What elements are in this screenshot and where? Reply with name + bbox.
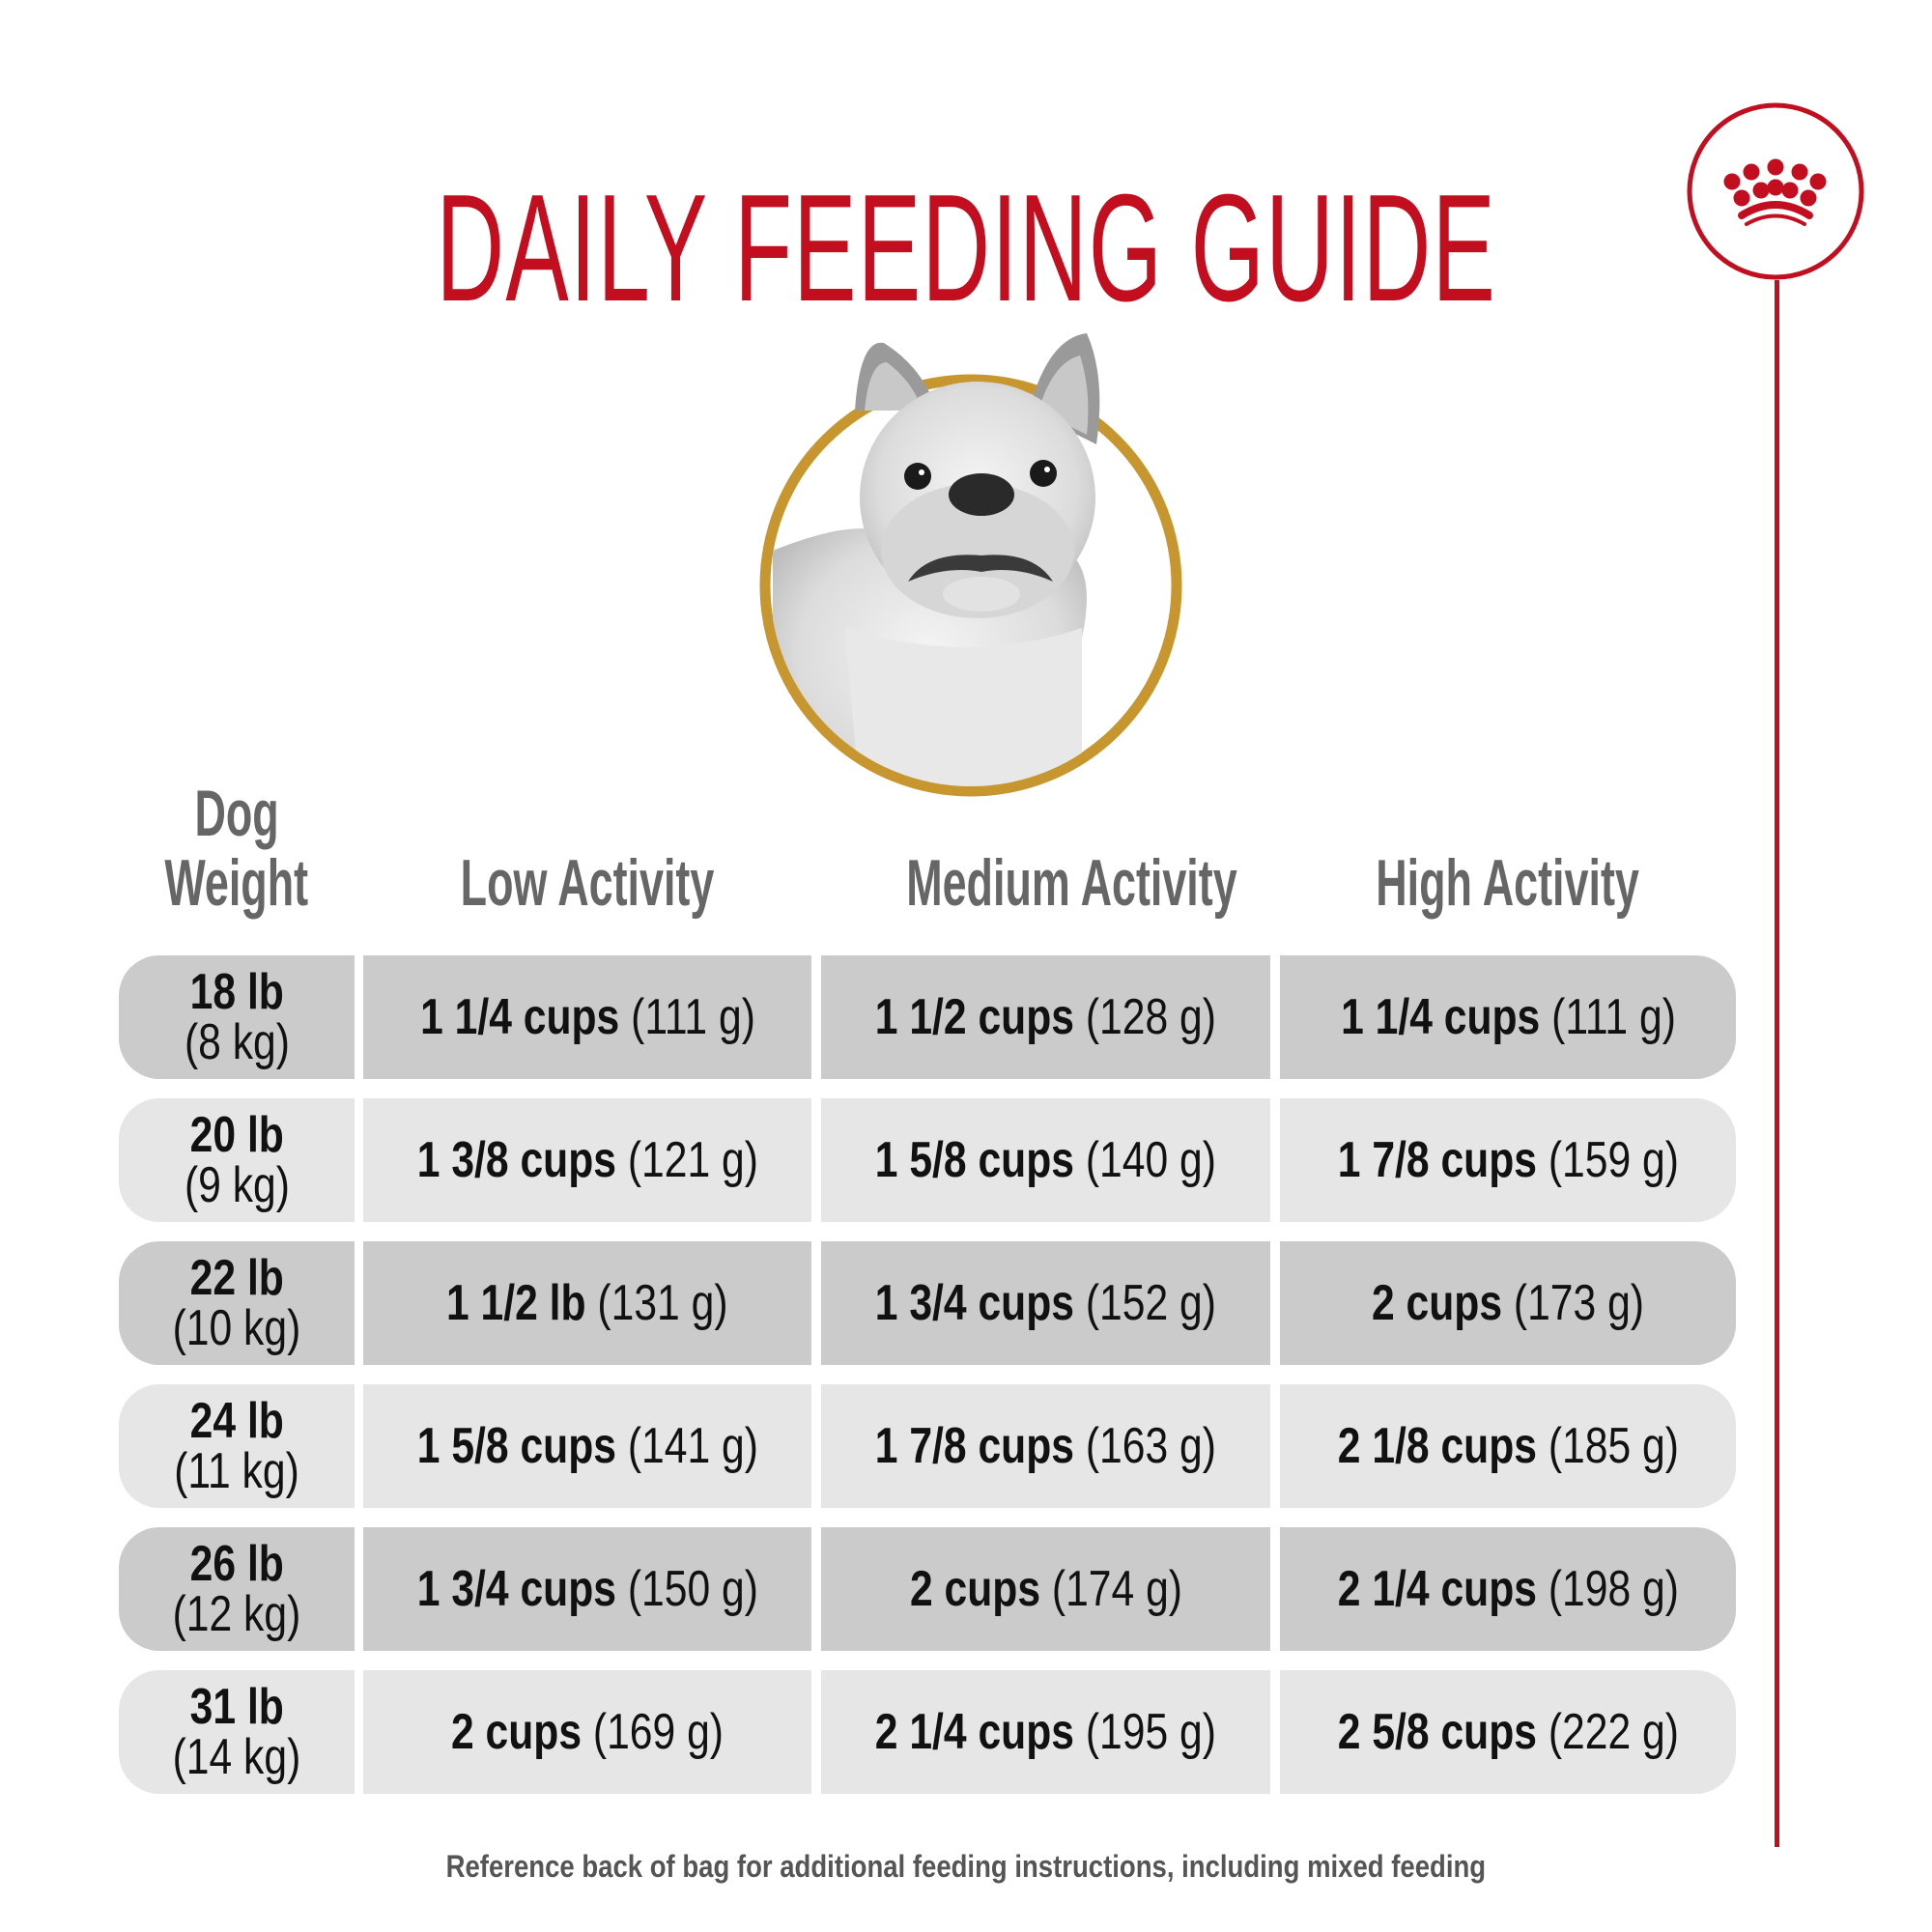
high-activity-cell: 2 cups (173 g) bbox=[1280, 1241, 1736, 1365]
weight-cell: 22 lb (10 kg) bbox=[119, 1241, 355, 1365]
weight-cell: 31 lb (14 kg) bbox=[119, 1670, 355, 1794]
amount-grams: (173 g) bbox=[1513, 1275, 1645, 1331]
amount-cups: 2 cups bbox=[909, 1561, 1040, 1617]
low-activity-cell: 1 3/8 cups (121 g) bbox=[363, 1098, 811, 1222]
table-row: 18 lb (8 kg) 1 1/4 cups (111 g) 1 1/2 cu… bbox=[119, 955, 1736, 1079]
table-row: 31 lb (14 kg) 2 cups (169 g) 2 1/4 cups … bbox=[119, 1670, 1736, 1794]
table-row: 22 lb (10 kg) 1 1/2 lb (131 g) 1 3/4 cup… bbox=[119, 1241, 1736, 1365]
amount-cups: 1 3/8 cups bbox=[416, 1132, 616, 1188]
amount-grams: (195 g) bbox=[1085, 1704, 1217, 1760]
high-activity-cell: 1 7/8 cups (159 g) bbox=[1280, 1098, 1736, 1222]
amount-grams: (140 g) bbox=[1085, 1132, 1217, 1188]
amount-grams: (169 g) bbox=[592, 1704, 724, 1760]
medium-activity-cell: 1 5/8 cups (140 g) bbox=[821, 1098, 1270, 1222]
weight-kg: (8 kg) bbox=[184, 1014, 290, 1070]
amount-grams: (185 g) bbox=[1548, 1418, 1679, 1474]
amount-grams: (111 g) bbox=[630, 989, 755, 1045]
amount-grams: (163 g) bbox=[1085, 1418, 1217, 1474]
column-header-low-label: Low Activity bbox=[460, 846, 715, 920]
table-row: 24 lb (11 kg) 1 5/8 cups (141 g) 1 7/8 c… bbox=[119, 1384, 1736, 1508]
low-activity-cell: 1 5/8 cups (141 g) bbox=[363, 1384, 811, 1508]
medium-activity-cell: 2 1/4 cups (195 g) bbox=[821, 1670, 1270, 1794]
amount-grams: (141 g) bbox=[627, 1418, 758, 1474]
amount-grams: (131 g) bbox=[597, 1275, 728, 1331]
low-activity-cell: 1 3/4 cups (150 g) bbox=[363, 1527, 811, 1651]
amount-cups: 2 5/8 cups bbox=[1337, 1704, 1537, 1760]
amount-grams: (174 g) bbox=[1051, 1561, 1182, 1617]
weight-kg: (14 kg) bbox=[172, 1729, 301, 1785]
amount-grams: (198 g) bbox=[1548, 1561, 1679, 1617]
weight-kg: (12 kg) bbox=[172, 1586, 301, 1642]
weight-lb: 24 lb bbox=[189, 1393, 284, 1449]
low-activity-cell: 2 cups (169 g) bbox=[363, 1670, 811, 1794]
weight-cell: 18 lb (8 kg) bbox=[119, 955, 355, 1079]
amount-cups: 2 cups bbox=[1371, 1275, 1503, 1331]
weight-lb: 18 lb bbox=[189, 964, 284, 1020]
amount-cups: 2 1/4 cups bbox=[1337, 1561, 1537, 1617]
low-activity-cell: 1 1/2 lb (131 g) bbox=[363, 1241, 811, 1365]
amount-grams: (111 g) bbox=[1550, 989, 1676, 1045]
amount-grams: (121 g) bbox=[627, 1132, 758, 1188]
column-header-weight-line1: Dog bbox=[194, 777, 279, 850]
amount-grams: (128 g) bbox=[1085, 989, 1217, 1045]
medium-activity-cell: 1 1/2 cups (128 g) bbox=[821, 955, 1270, 1079]
column-header-low: Low Activity bbox=[363, 848, 811, 918]
table-row: 26 lb (12 kg) 1 3/4 cups (150 g) 2 cups … bbox=[119, 1527, 1736, 1651]
amount-grams: (150 g) bbox=[627, 1561, 758, 1617]
brand-divider-line bbox=[1775, 280, 1779, 1847]
weight-cell: 24 lb (11 kg) bbox=[119, 1384, 355, 1508]
column-header-weight-line2: Weight bbox=[164, 846, 309, 920]
amount-cups: 1 3/4 cups bbox=[874, 1275, 1075, 1331]
column-header-medium: Medium Activity bbox=[821, 848, 1270, 918]
amount-grams: (152 g) bbox=[1085, 1275, 1217, 1331]
weight-kg: (9 kg) bbox=[184, 1157, 290, 1213]
amount-cups: 1 1/4 cups bbox=[1340, 989, 1540, 1045]
weight-lb: 31 lb bbox=[189, 1679, 284, 1735]
amount-cups: 1 5/8 cups bbox=[874, 1132, 1075, 1188]
medium-activity-cell: 2 cups (174 g) bbox=[821, 1527, 1270, 1651]
low-activity-cell: 1 1/4 cups (111 g) bbox=[363, 955, 811, 1079]
medium-activity-cell: 1 7/8 cups (163 g) bbox=[821, 1384, 1270, 1508]
crown-icon bbox=[1687, 102, 1864, 280]
amount-cups: 1 7/8 cups bbox=[874, 1418, 1075, 1474]
amount-grams: (222 g) bbox=[1548, 1704, 1679, 1760]
footer-note-text: Reference back of bag for additional fee… bbox=[445, 1849, 1487, 1884]
high-activity-cell: 1 1/4 cups (111 g) bbox=[1280, 955, 1736, 1079]
amount-cups: 1 3/4 cups bbox=[416, 1561, 616, 1617]
weight-lb: 20 lb bbox=[189, 1107, 284, 1163]
amount-cups: 2 1/8 cups bbox=[1337, 1418, 1537, 1474]
page-title: DAILY FEEDING GUIDE bbox=[0, 172, 1932, 325]
medium-activity-cell: 1 3/4 cups (152 g) bbox=[821, 1241, 1270, 1365]
weight-kg: (10 kg) bbox=[172, 1300, 301, 1356]
amount-cups: 1 1/2 lb bbox=[446, 1275, 586, 1331]
column-header-medium-label: Medium Activity bbox=[906, 846, 1237, 920]
high-activity-cell: 2 1/4 cups (198 g) bbox=[1280, 1527, 1736, 1651]
footer-note: Reference back of bag for additional fee… bbox=[0, 1849, 1932, 1884]
amount-cups: 1 1/2 cups bbox=[874, 989, 1075, 1045]
high-activity-cell: 2 5/8 cups (222 g) bbox=[1280, 1670, 1736, 1794]
weight-lb: 26 lb bbox=[189, 1536, 284, 1592]
weight-lb: 22 lb bbox=[189, 1250, 284, 1306]
column-header-weight: Dog Weight bbox=[119, 779, 355, 918]
weight-cell: 26 lb (12 kg) bbox=[119, 1527, 355, 1651]
amount-cups: 1 7/8 cups bbox=[1337, 1132, 1537, 1188]
french-bulldog-portrait bbox=[759, 333, 1182, 797]
page-title-text: DAILY FEEDING GUIDE bbox=[436, 163, 1496, 333]
weight-cell: 20 lb (9 kg) bbox=[119, 1098, 355, 1222]
amount-cups: 2 cups bbox=[450, 1704, 582, 1760]
amount-cups: 1 5/8 cups bbox=[416, 1418, 616, 1474]
amount-cups: 1 1/4 cups bbox=[419, 989, 619, 1045]
feeding-table: 18 lb (8 kg) 1 1/4 cups (111 g) 1 1/2 cu… bbox=[119, 955, 1736, 1813]
column-header-high: High Activity bbox=[1280, 848, 1736, 918]
column-header-high-label: High Activity bbox=[1376, 846, 1640, 920]
high-activity-cell: 2 1/8 cups (185 g) bbox=[1280, 1384, 1736, 1508]
table-row: 20 lb (9 kg) 1 3/8 cups (121 g) 1 5/8 cu… bbox=[119, 1098, 1736, 1222]
amount-grams: (159 g) bbox=[1548, 1132, 1679, 1188]
weight-kg: (11 kg) bbox=[174, 1443, 299, 1499]
amount-cups: 2 1/4 cups bbox=[874, 1704, 1075, 1760]
